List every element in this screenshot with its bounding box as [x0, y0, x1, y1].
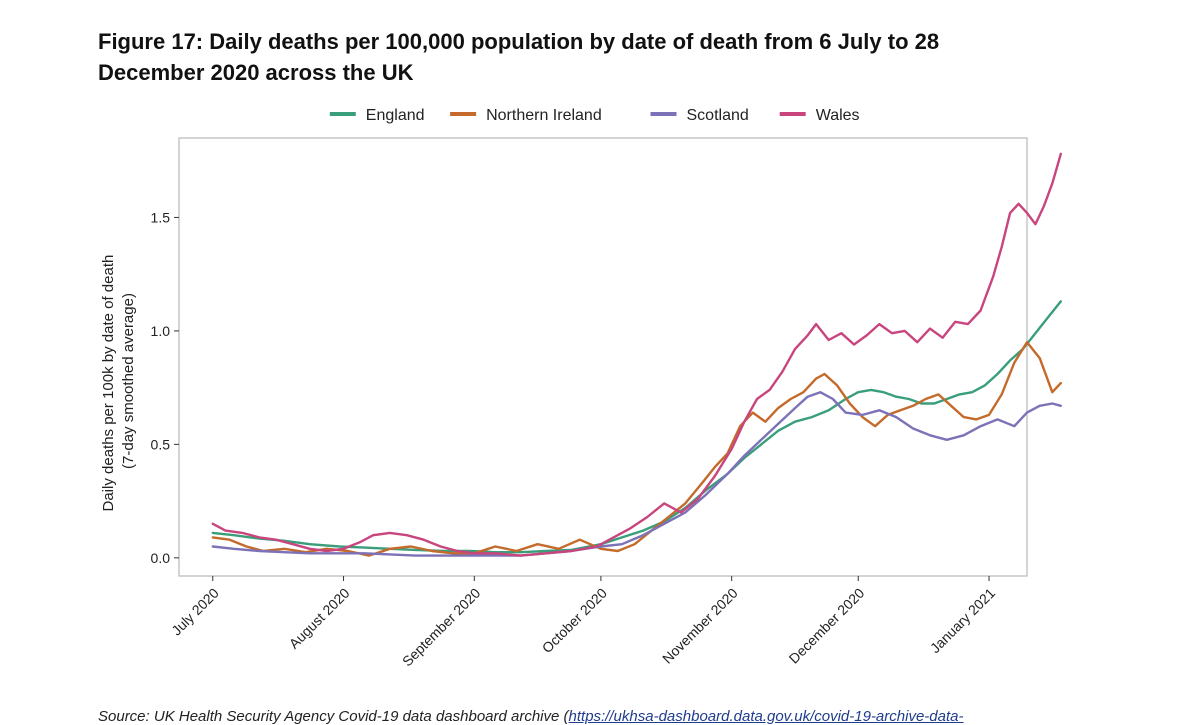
y-tick-label: 0.5: [151, 436, 171, 452]
x-tick-label: September 2020: [399, 585, 484, 670]
x-tick-label: October 2020: [539, 585, 610, 656]
source-link[interactable]: https://ukhsa-dashboard.data.gov.uk/covi…: [568, 708, 964, 725]
series-line-england: [211, 300, 1063, 554]
y-axis-title-line-1: Daily deaths per 100k by date of death: [100, 255, 117, 512]
source-note: Source: UK Health Security Agency Covid-…: [98, 708, 963, 725]
source-text: Source: UK Health Security Agency Covid-…: [98, 708, 569, 725]
legend-label-scotland: Scotland: [687, 107, 749, 124]
x-tick-label: December 2020: [786, 585, 868, 667]
x-tick-label: November 2020: [659, 585, 741, 667]
y-axis-title: Daily deaths per 100k by date of death (…: [100, 250, 137, 511]
legend-label-wales: Wales: [816, 107, 860, 124]
x-tick-label: August 2020: [286, 585, 353, 652]
legend-label-northern-ireland: Northern Ireland: [486, 107, 602, 124]
legend-label-england: England: [366, 107, 425, 124]
figure-title: Figure 17: Daily deaths per 100,000 popu…: [98, 29, 940, 85]
series-line-wales: [211, 152, 1063, 557]
series-line-scotland: [211, 391, 1063, 557]
y-axis: 0.0 0.5 1.0 1.5: [151, 209, 179, 566]
x-tick-label: July 2020: [168, 585, 222, 639]
y-tick-label: 0.0: [151, 550, 171, 566]
series-layer: [211, 152, 1063, 557]
y-tick-label: 1.0: [151, 323, 171, 339]
plot-frame: [178, 137, 1028, 577]
x-axis: July 2020 August 2020 September 2020 Octobe…: [168, 576, 998, 669]
y-axis-title-line-2: (7-day smoothed average): [120, 293, 137, 469]
x-tick-label: January 2021: [927, 585, 998, 656]
y-tick-label: 1.5: [151, 209, 171, 225]
chart-legend: England Northern Ireland Scotland Wales: [329, 107, 860, 124]
